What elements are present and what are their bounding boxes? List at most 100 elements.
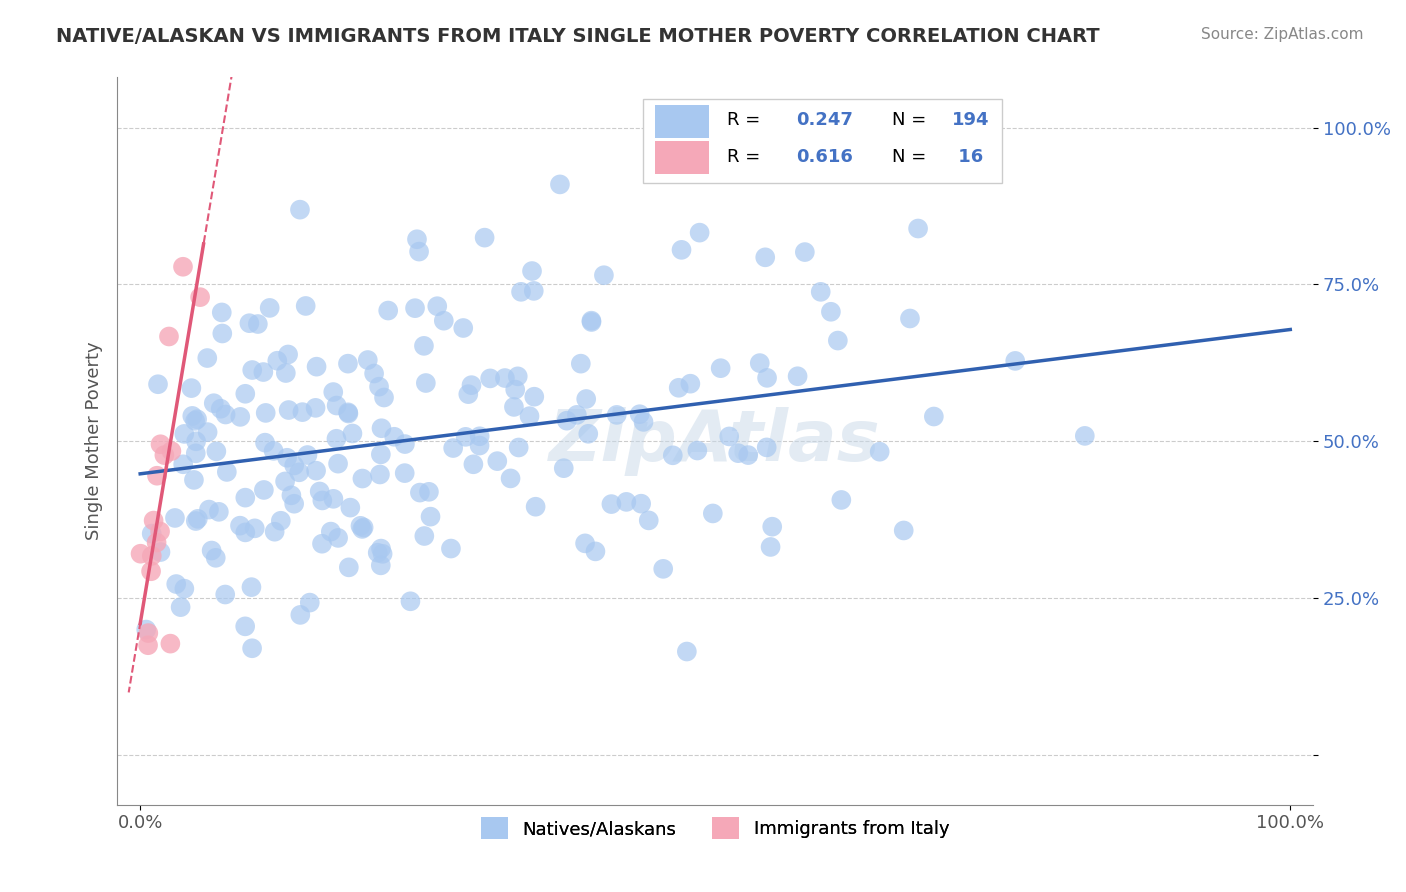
Point — [898, 311, 921, 326]
Point — [180, 381, 202, 395]
Point — [311, 493, 333, 508]
Point — [305, 464, 328, 478]
Point — [184, 434, 207, 449]
Text: 16: 16 — [952, 148, 983, 166]
Point — [211, 305, 233, 319]
Point — [240, 641, 263, 656]
Point — [336, 357, 359, 371]
Point — [215, 465, 238, 479]
Point — [233, 386, 256, 401]
Point — [652, 562, 675, 576]
Point — [371, 547, 394, 561]
Point — [827, 334, 849, 348]
Point — [1004, 354, 1026, 368]
Text: R =: R = — [727, 148, 766, 166]
Point — [233, 491, 256, 505]
Point — [129, 547, 152, 561]
Point — [524, 500, 547, 514]
Point — [628, 407, 651, 421]
FancyBboxPatch shape — [644, 99, 1002, 183]
Point — [869, 444, 891, 458]
Point — [352, 522, 374, 536]
Point — [922, 409, 945, 424]
Point — [404, 301, 426, 315]
Point — [786, 369, 808, 384]
Point — [637, 513, 659, 527]
Text: R =: R = — [727, 112, 766, 129]
Point — [630, 497, 652, 511]
Point — [233, 619, 256, 633]
Point — [229, 409, 252, 424]
Point — [761, 519, 783, 533]
Point — [737, 448, 759, 462]
Point — [574, 536, 596, 550]
Point — [357, 353, 380, 368]
Point — [581, 315, 603, 329]
Point — [727, 446, 749, 460]
Point — [274, 475, 297, 489]
Point — [277, 403, 299, 417]
Point — [240, 363, 263, 377]
Point — [679, 376, 702, 391]
Point — [810, 285, 832, 299]
Point — [297, 448, 319, 462]
Point — [184, 446, 207, 460]
Point — [413, 339, 436, 353]
Point — [503, 400, 526, 414]
Point — [600, 497, 623, 511]
Point — [322, 491, 344, 506]
Point — [254, 435, 277, 450]
Point — [266, 353, 288, 368]
Text: Source: ZipAtlas.com: Source: ZipAtlas.com — [1201, 27, 1364, 42]
Point — [394, 466, 416, 480]
Point — [893, 524, 915, 538]
Point — [576, 426, 599, 441]
Point — [662, 448, 685, 462]
Point — [370, 541, 392, 556]
Point — [499, 471, 522, 485]
Point — [503, 383, 526, 397]
Point — [263, 524, 285, 539]
Point — [188, 290, 211, 304]
Point — [290, 607, 312, 622]
Point — [373, 391, 395, 405]
Point — [288, 202, 311, 217]
Point — [510, 285, 533, 299]
Point — [907, 221, 929, 235]
Point — [754, 250, 776, 264]
Point — [311, 537, 333, 551]
Point — [197, 425, 219, 439]
Point — [520, 264, 543, 278]
Point — [368, 467, 391, 482]
Point — [305, 359, 328, 374]
Point — [441, 441, 464, 455]
Point — [702, 507, 724, 521]
Point — [368, 379, 391, 393]
Point — [211, 326, 233, 341]
Point — [326, 457, 349, 471]
Point — [394, 437, 416, 451]
Point — [288, 465, 311, 479]
Point — [451, 321, 474, 335]
Point — [370, 447, 392, 461]
Point — [183, 473, 205, 487]
Point — [173, 426, 195, 441]
Point — [160, 444, 183, 458]
Point — [181, 409, 204, 423]
Point — [270, 514, 292, 528]
Point — [187, 512, 209, 526]
Point — [240, 580, 263, 594]
Point — [409, 485, 432, 500]
Point — [593, 268, 616, 283]
Point — [353, 520, 375, 534]
Point — [382, 430, 405, 444]
Point — [585, 544, 607, 558]
Text: N =: N = — [893, 112, 932, 129]
Point — [274, 366, 297, 380]
Point — [135, 623, 157, 637]
Point — [633, 415, 655, 429]
Point — [468, 438, 491, 452]
Point — [460, 378, 482, 392]
Point — [186, 412, 208, 426]
Point — [294, 299, 316, 313]
